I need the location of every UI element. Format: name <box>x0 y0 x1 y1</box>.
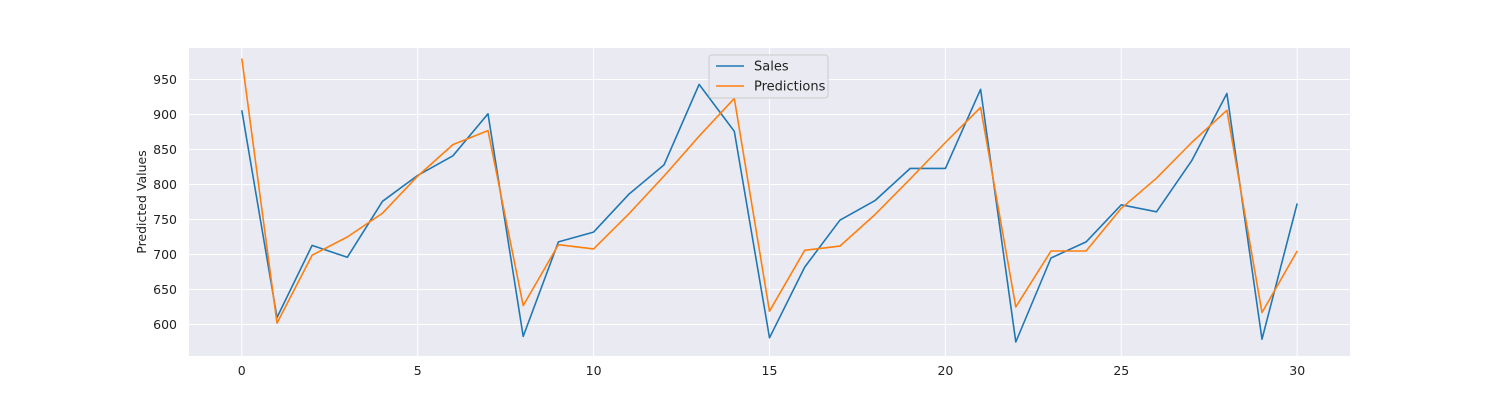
y-tick-label: 950 <box>153 72 177 87</box>
series-line-predictions <box>241 58 1298 324</box>
x-tick-label: 25 <box>1113 363 1129 378</box>
y-tick-label: 900 <box>153 107 177 122</box>
y-tick-label: 600 <box>153 317 177 332</box>
legend-label: Sales <box>754 60 789 75</box>
x-tick-label: 0 <box>238 363 246 378</box>
x-tick-label: 15 <box>762 363 778 378</box>
y-tick-label: 850 <box>153 142 177 157</box>
x-tick-label: 30 <box>1289 363 1305 378</box>
legend: Sales Predictions <box>708 54 829 99</box>
legend-label: Predictions <box>754 80 826 95</box>
tick-labels: 0 5 10 15 20 25 30 600 650 700 750 800 850 900 950 <box>153 72 1305 378</box>
y-tick-label: 700 <box>153 247 177 262</box>
y-tick-label: 800 <box>153 177 177 192</box>
y-tick-label: 650 <box>153 282 177 297</box>
y-tick-label: 750 <box>153 212 177 227</box>
x-tick-label: 20 <box>937 363 953 378</box>
x-tick-label: 5 <box>414 363 422 378</box>
y-axis-label: Predicted Values <box>134 150 149 254</box>
x-tick-label: 10 <box>586 363 602 378</box>
series-lines <box>241 58 1298 343</box>
